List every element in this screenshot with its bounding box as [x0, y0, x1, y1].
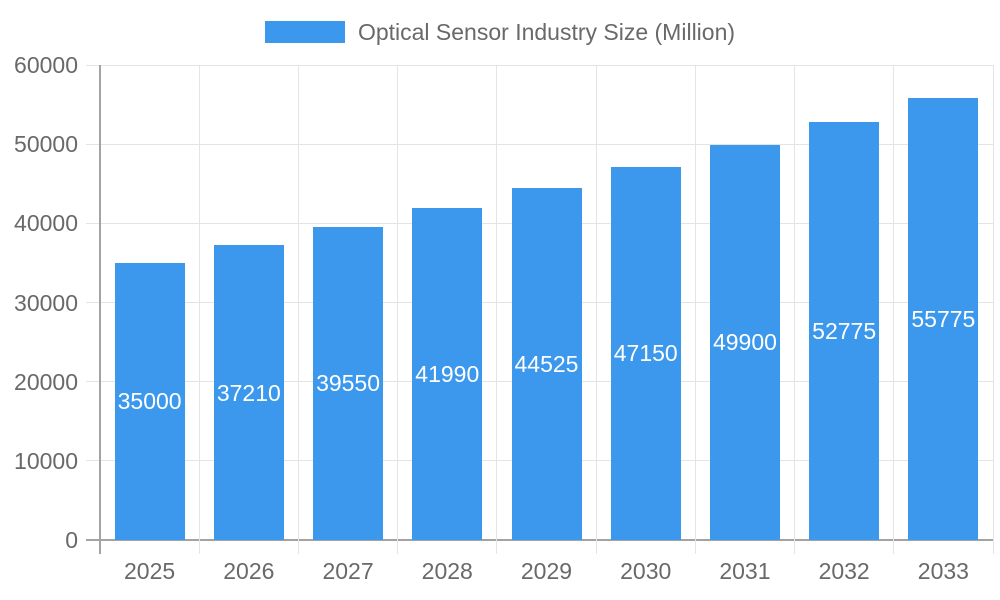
x-axis-category-label: 2026: [223, 558, 275, 584]
x-axis-tick: [992, 540, 994, 554]
bar[interactable]: [313, 226, 384, 540]
x-axis-tick: [397, 540, 399, 554]
bar-value-label: 37210: [216, 379, 281, 406]
x-axis-baseline: [86, 539, 993, 541]
y-axis-tick-label: 10000: [14, 447, 78, 474]
bar-value-label: 49900: [712, 329, 777, 356]
legend-label: Optical Sensor Industry Size (Million): [357, 19, 736, 45]
y-axis-tick-label: 60000: [14, 52, 78, 78]
bar-value-label: 47150: [613, 340, 678, 367]
x-axis-category-label: 2028: [421, 558, 473, 584]
x-axis-tick: [794, 540, 796, 554]
y-axis-tick-label: 50000: [14, 131, 78, 158]
bar-value-label: 39550: [316, 370, 381, 397]
gridline-vertical: [496, 65, 498, 540]
x-axis-tick: [893, 540, 895, 554]
x-axis-tick: [595, 540, 597, 554]
bar[interactable]: [511, 187, 582, 540]
x-axis-category-label: 2032: [818, 558, 870, 584]
gridline-vertical: [893, 65, 895, 540]
gridline-vertical: [397, 65, 399, 540]
y-axis-line: [99, 65, 101, 554]
x-axis-category-label: 2025: [124, 558, 176, 584]
y-axis-tick-label: 0: [65, 527, 78, 553]
x-axis-category-label: 2031: [719, 558, 771, 584]
y-axis-tick-label: 40000: [14, 210, 78, 237]
gridline-horizontal: [86, 143, 993, 145]
x-axis-category-label: 2027: [322, 558, 374, 584]
x-axis-category-label: 2033: [917, 558, 969, 584]
bar-value-label: 55775: [911, 306, 976, 333]
bar-value-label: 35000: [117, 388, 182, 415]
x-axis-category-label: 2029: [520, 558, 573, 584]
bar[interactable]: [213, 245, 284, 540]
bar[interactable]: [809, 122, 880, 540]
bar[interactable]: [610, 166, 681, 540]
x-axis-category-label: 2030: [620, 558, 672, 584]
bar[interactable]: [114, 262, 185, 540]
gridline-vertical: [794, 65, 796, 540]
x-axis-tick: [496, 540, 498, 554]
y-axis-tick-label: 20000: [14, 368, 78, 395]
chart-legend[interactable]: Optical Sensor Industry Size (Million): [0, 19, 1000, 45]
bar-value-label: 52775: [812, 318, 877, 345]
gridline-vertical: [992, 65, 994, 540]
gridline-vertical: [198, 65, 200, 540]
bar-value-label: 41990: [415, 360, 480, 387]
gridline-vertical: [595, 65, 597, 540]
gridline-vertical: [694, 65, 696, 540]
gridline-horizontal: [86, 64, 993, 66]
x-axis-tick: [198, 540, 200, 554]
x-axis-tick: [297, 540, 299, 554]
y-axis-tick-label: 30000: [14, 289, 78, 316]
x-axis-tick: [694, 540, 696, 554]
bar[interactable]: [908, 98, 979, 540]
gridline-vertical: [297, 65, 299, 540]
legend-swatch: [264, 21, 345, 43]
bar-value-label: 44525: [514, 350, 579, 377]
bar[interactable]: [709, 144, 780, 540]
bar[interactable]: [412, 207, 483, 540]
